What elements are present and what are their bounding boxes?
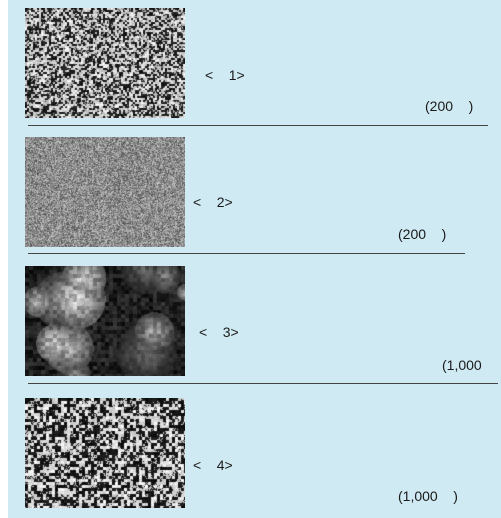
figure-label-4: < 4> [193,457,233,473]
row-divider-3 [28,383,498,384]
magnification-text-2: (200 ) [398,226,447,242]
row-divider-2 [28,253,465,254]
micrograph-image-3 [25,266,185,376]
micrograph-image-2 [25,137,185,247]
figure-label-3: < 3> [199,324,239,340]
row-divider-1 [28,125,488,126]
figure-label-2: < 2> [193,194,233,210]
magnification-text-1: (200 ) [425,98,474,114]
magnification-text-3: (1,000 [442,357,482,373]
figure-panel: < 1> (200 ) < 2> (200 ) < 3> (1,000 < 4>… [8,0,501,518]
magnification-text-4: (1,000 ) [398,488,458,504]
figure-label-1: < 1> [205,67,245,83]
micrograph-image-4 [25,398,185,508]
micrograph-image-1 [25,8,185,118]
